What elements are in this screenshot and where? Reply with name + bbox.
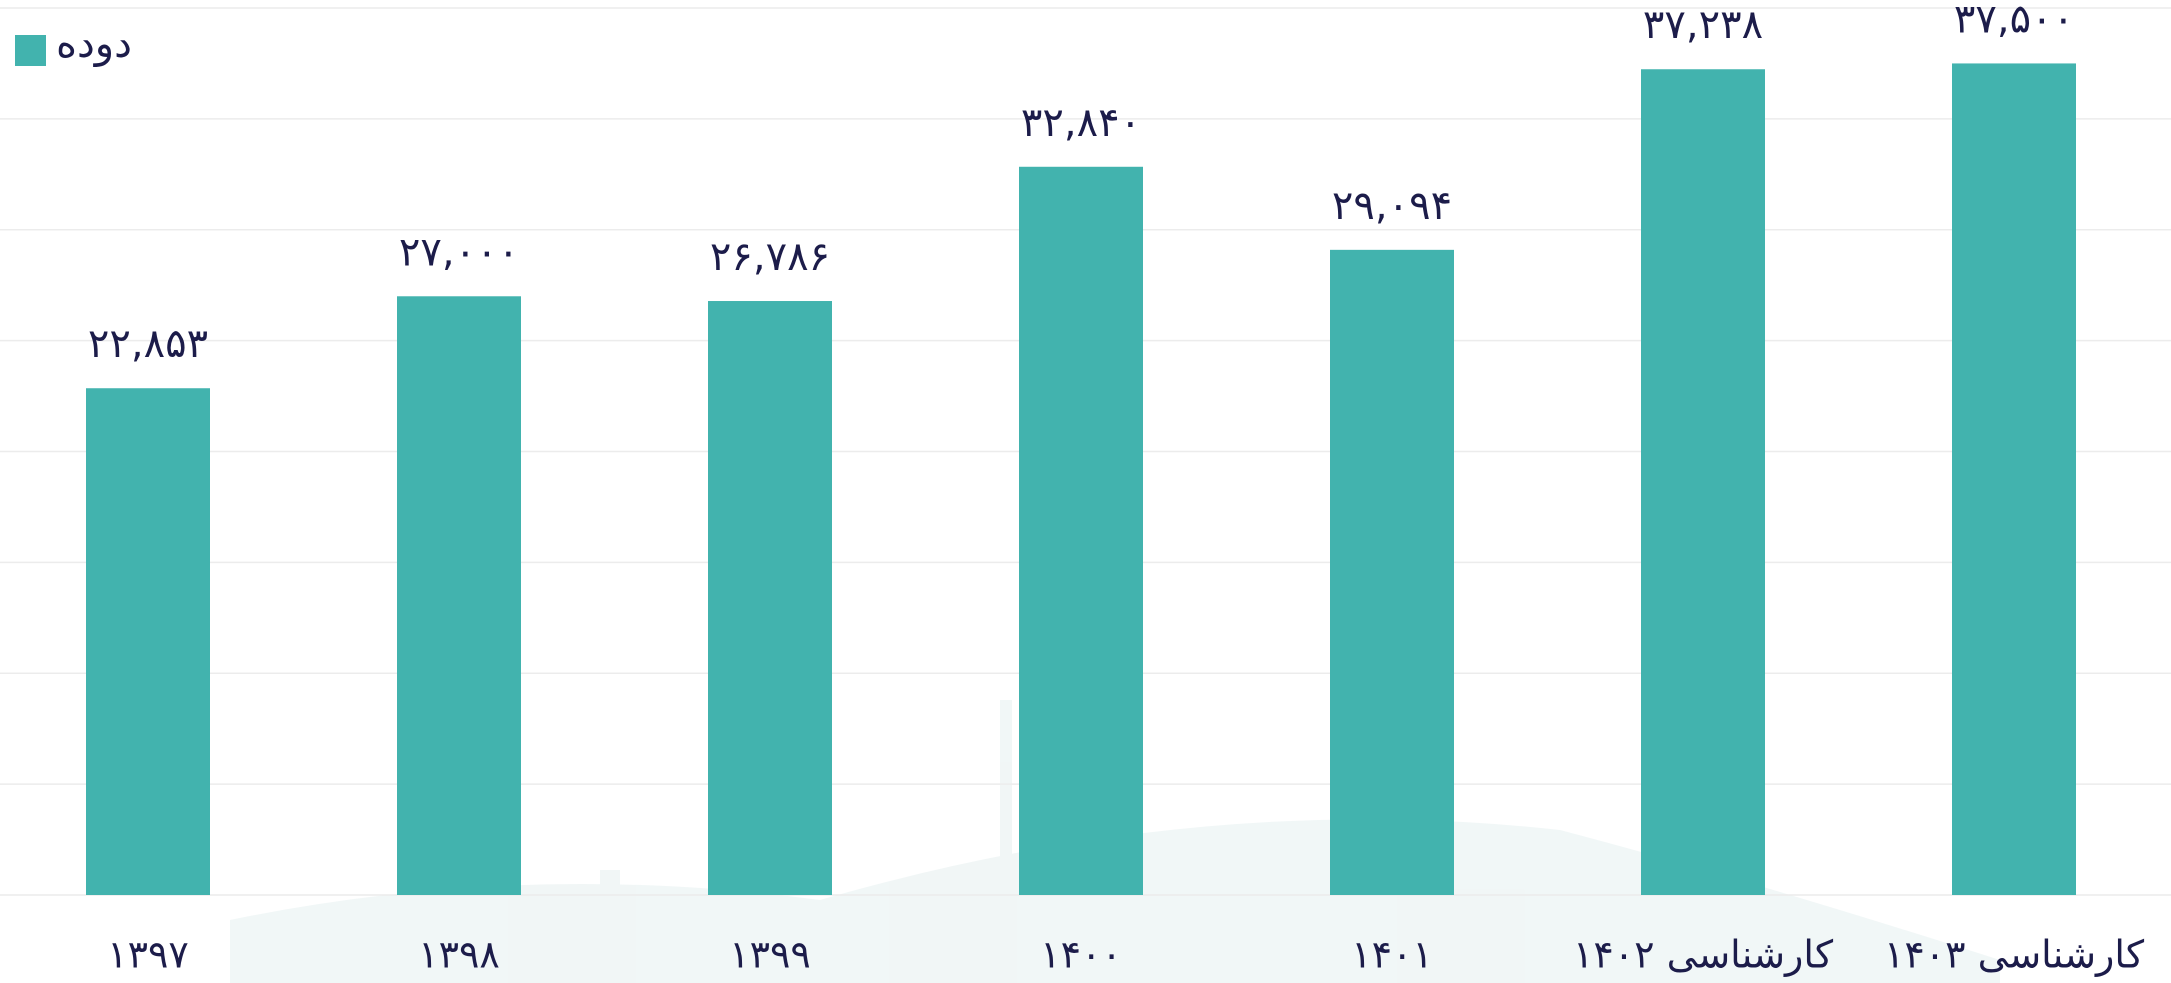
value-label: ۲۹,۰۹۴ bbox=[1332, 183, 1452, 229]
bar bbox=[1952, 63, 2076, 895]
bar bbox=[708, 301, 832, 895]
x-tick-label: ۱۳۹۷ bbox=[107, 933, 189, 977]
x-tick-label: ۱۳۹۸ bbox=[418, 933, 500, 977]
value-label: ۳۲,۸۴۰ bbox=[1021, 100, 1141, 146]
x-tick-label: ۱۳۹۹ bbox=[729, 933, 811, 977]
value-label: ۳۷,۲۳۸ bbox=[1643, 2, 1763, 48]
x-tick-label: ۱۴۰۱ bbox=[1351, 933, 1433, 977]
value-label: ۳۷,۵۰۰ bbox=[1954, 0, 2074, 42]
x-tick-label: کارشناسی ۱۴۰۳ bbox=[1884, 933, 2145, 977]
value-label: ۲۲,۸۵۳ bbox=[88, 321, 208, 367]
legend-swatch bbox=[15, 35, 46, 66]
legend-label: دوده bbox=[56, 21, 132, 67]
x-tick-label: ۱۴۰۰ bbox=[1040, 933, 1122, 977]
bar bbox=[1019, 167, 1143, 895]
value-label: ۲۷,۰۰۰ bbox=[399, 229, 519, 275]
bar bbox=[397, 296, 521, 895]
x-tick-label: کارشناسی ۱۴۰۲ bbox=[1573, 933, 1834, 977]
bar bbox=[1641, 69, 1765, 895]
value-label: ۲۶,۷۸۶ bbox=[710, 234, 830, 280]
bar bbox=[1330, 250, 1454, 895]
bar bbox=[86, 388, 210, 895]
chart: ۲۲,۸۵۳ ۲۷,۰۰۰ ۲۶,۷۸۶ ۳۲,۸۴۰ ۲۹,۰۹۴ ۳۷,۲۳۸ ۳۷,۵… bbox=[0, 0, 2171, 983]
